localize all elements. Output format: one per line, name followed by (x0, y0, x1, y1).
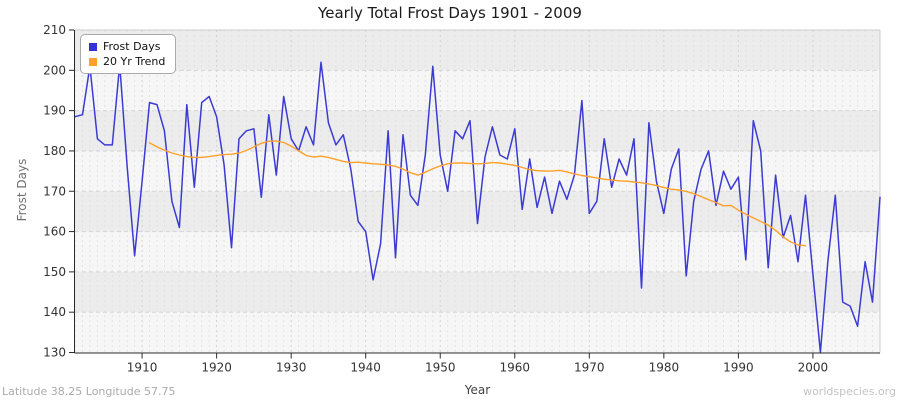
chart-title: Yearly Total Frost Days 1901 - 2009 (318, 4, 582, 22)
x-tick-label: 2000 (798, 361, 829, 375)
y-tick-label: 160 (43, 225, 66, 239)
legend-item-frost-days: Frost Days (89, 40, 165, 53)
y-axis-title: Frost Days (15, 158, 29, 222)
x-tick-label: 1990 (723, 361, 754, 375)
frost-days-line (74, 61, 881, 354)
legend-label: Frost Days (103, 40, 161, 53)
x-tick-label: 1940 (350, 361, 381, 375)
y-tick-label: 130 (43, 346, 66, 360)
x-tick-label: 1920 (201, 361, 232, 375)
legend-item-20yr-trend: 20 Yr Trend (89, 55, 165, 68)
trend-line (148, 140, 807, 247)
x-tick-label: 1960 (499, 361, 530, 375)
legend-label: 20 Yr Trend (103, 55, 166, 68)
x-tick-label: 1970 (574, 361, 605, 375)
y-tick-label: 200 (43, 63, 66, 77)
x-tick-label: 1910 (127, 361, 158, 375)
frost-days-swatch-icon (89, 42, 97, 51)
y-tick-label: 180 (43, 144, 66, 158)
x-tick-label: 1980 (649, 361, 680, 375)
latitude-longitude-caption: Latitude 38.25 Longitude 57.75 (2, 385, 176, 398)
y-tick-label: 190 (43, 104, 66, 118)
x-tick-label: 1930 (276, 361, 307, 375)
trend-swatch-icon (89, 57, 97, 66)
chart-legend: Frost Days 20 Yr Trend (80, 34, 177, 74)
watermark: worldspecies.org (803, 385, 896, 398)
y-tick-label: 140 (43, 305, 66, 319)
x-axis-title: Year (464, 383, 491, 397)
y-tick-label: 150 (43, 265, 66, 279)
x-tick-label: 1950 (425, 361, 456, 375)
y-tick-label: 170 (43, 184, 66, 198)
y-tick-label: 210 (43, 23, 66, 37)
